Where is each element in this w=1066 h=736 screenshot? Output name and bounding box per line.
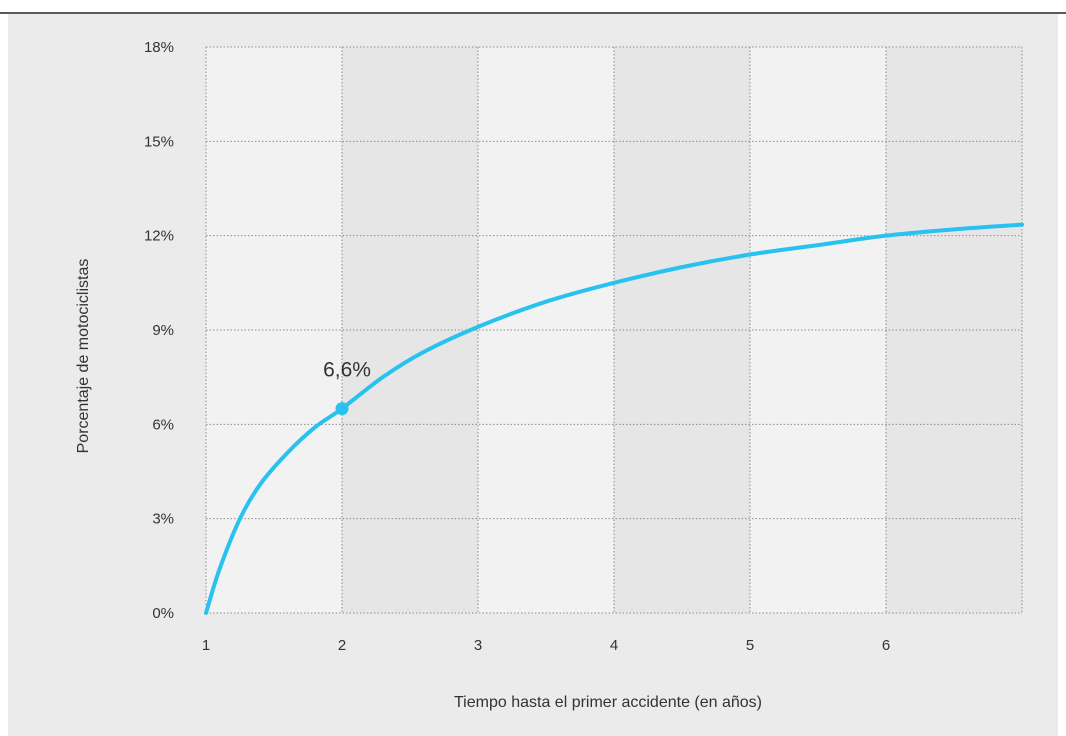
x-tick-label: 6	[882, 637, 890, 654]
y-tick-label: 6%	[152, 416, 174, 433]
x-tick-label: 2	[338, 637, 346, 654]
y-tick-label: 15%	[144, 133, 174, 150]
annotation-point	[335, 402, 349, 416]
y-tick-label: 0%	[152, 605, 174, 622]
annotation-label: 6,6%	[323, 359, 371, 382]
x-axis-title: Tiempo hasta el primer accidente (en año…	[454, 694, 762, 711]
x-tick-label: 5	[746, 637, 754, 654]
y-tick-label: 12%	[144, 228, 174, 245]
background-band	[886, 47, 1022, 613]
y-tick-labels: 0% 3% 6% 9% 12% 15% 18%	[144, 39, 174, 622]
y-axis-title: Porcentaje de motociclistas	[75, 259, 92, 454]
x-tick-labels: 1 2 3 4 5 6	[202, 637, 890, 654]
x-tick-label: 3	[474, 637, 482, 654]
annotation-group: 6,6%	[323, 359, 371, 416]
background-band	[750, 47, 886, 613]
y-tick-label: 9%	[152, 322, 174, 339]
y-tick-label: 3%	[152, 511, 174, 528]
x-tick-label: 1	[202, 637, 210, 654]
y-tick-label: 18%	[144, 39, 174, 56]
x-tick-label: 4	[610, 637, 618, 654]
series-line	[204, 222, 1024, 615]
top-rule	[0, 12, 1066, 14]
series-group	[204, 222, 1024, 615]
